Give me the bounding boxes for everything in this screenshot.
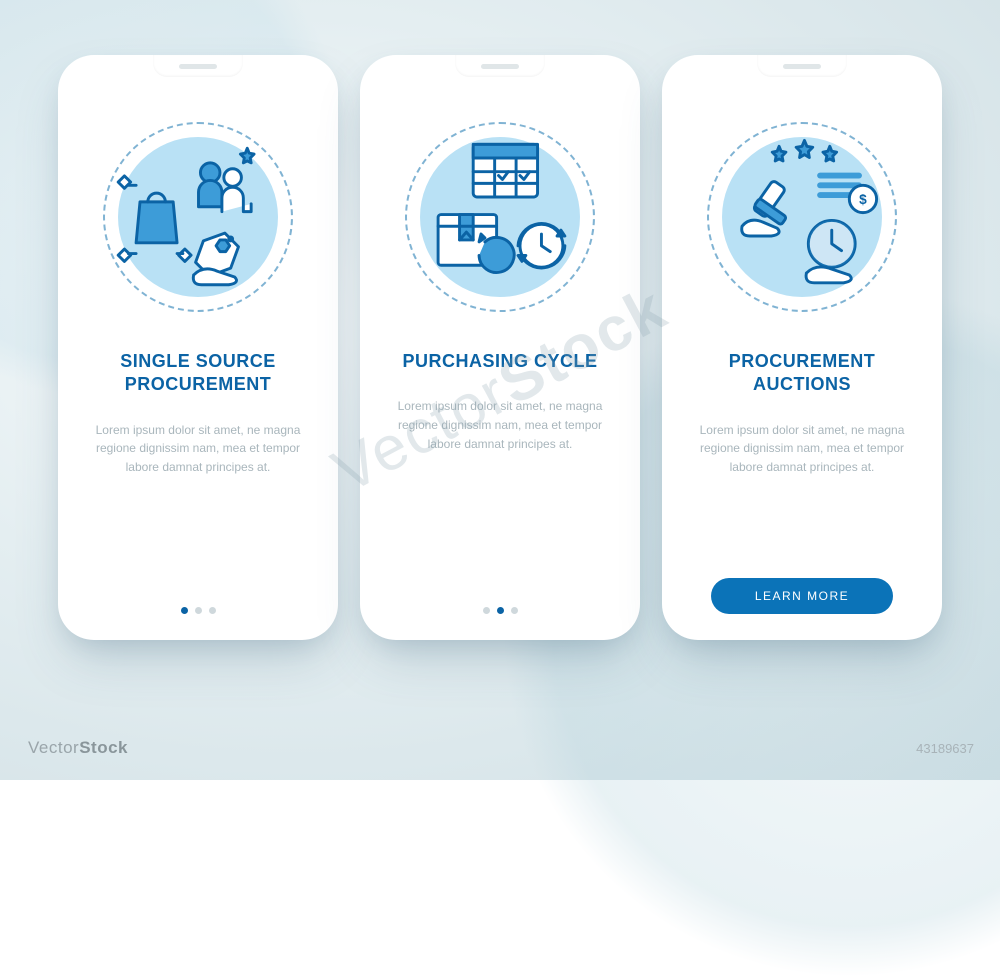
pager-dot[interactable]	[195, 607, 202, 614]
pager-dot[interactable]	[511, 607, 518, 614]
pager	[384, 607, 616, 614]
screen-title: PROCUREMENT AUCTIONS	[686, 350, 918, 397]
watermark-id: 43189637	[916, 741, 974, 756]
screen-body: Lorem ipsum dolor sit amet, ne magna reg…	[93, 421, 303, 477]
purchasing-cycle-icon	[403, 119, 598, 314]
screen-body: Lorem ipsum dolor sit amet, ne magna reg…	[395, 397, 605, 453]
pager-dot[interactable]	[181, 607, 188, 614]
phone-notch	[455, 55, 545, 77]
screen-title: PURCHASING CYCLE	[402, 350, 597, 373]
svg-text:$: $	[859, 192, 867, 207]
single-source-icon	[101, 119, 296, 314]
illustration-single-source	[101, 119, 296, 314]
screen-body: Lorem ipsum dolor sit amet, ne magna reg…	[697, 421, 907, 477]
phone-single-source: SINGLE SOURCE PROCUREMENT Lorem ipsum do…	[58, 55, 338, 640]
phone-notch	[153, 55, 243, 77]
pager-dot[interactable]	[483, 607, 490, 614]
procurement-auctions-icon: $	[705, 119, 900, 314]
phone-procurement-auctions: $ PROCUREMENT AUCTIONS Lorem ipsum dolor…	[662, 55, 942, 640]
phone-purchasing-cycle: PURCHASING CYCLE Lorem ipsum dolor sit a…	[360, 55, 640, 640]
pager-dot[interactable]	[497, 607, 504, 614]
illustration-procurement-auctions: $	[705, 119, 900, 314]
illustration-purchasing-cycle	[403, 119, 598, 314]
phone-row: SINGLE SOURCE PROCUREMENT Lorem ipsum do…	[58, 55, 942, 640]
watermark-brand: VectorStock	[28, 738, 128, 758]
pager-dot[interactable]	[209, 607, 216, 614]
learn-more-button[interactable]: LEARN MORE	[711, 578, 893, 614]
pager	[82, 607, 314, 614]
phone-notch	[757, 55, 847, 77]
screen-title: SINGLE SOURCE PROCUREMENT	[82, 350, 314, 397]
